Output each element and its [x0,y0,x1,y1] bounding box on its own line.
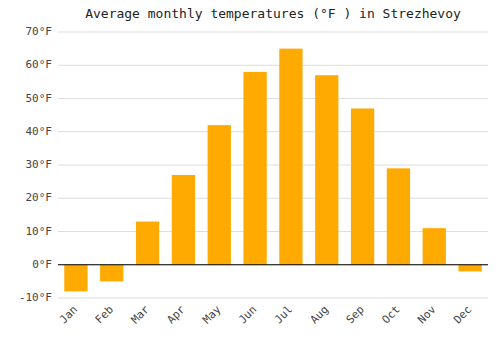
grid-line [58,131,488,132]
bar [458,265,481,272]
y-tick-label: -10°F [19,291,52,304]
bar [136,222,159,265]
bar [100,265,123,282]
bars [64,49,481,292]
x-tick-label: Jul [272,303,295,326]
x-tick-label: Jan [57,303,80,326]
bar [279,49,302,265]
chart-container: Average monthly temperatures (°F ) in St… [0,0,500,350]
grid-line [58,264,488,265]
y-tick-label: 70°F [26,25,53,38]
y-tick-label: 10°F [26,225,53,238]
grid-line [58,98,488,99]
grid-line [58,65,488,66]
x-tick-label: Mar [129,303,153,327]
bar [64,265,87,292]
x-tick-label: Feb [93,303,116,326]
title: Average monthly temperatures (°F ) in St… [85,6,461,21]
bar [315,75,338,265]
bar [387,168,410,264]
x-tick-label: Apr [164,303,188,327]
grid [58,32,488,298]
bar [243,72,266,265]
x-tick-label: Dec [451,303,474,326]
bar [208,125,231,265]
y-tick-label: 40°F [26,125,53,138]
x-tick-label: Nov [415,303,439,327]
x-tick-label: Oct [379,303,402,326]
bar [172,175,195,265]
y-tick-label: 30°F [26,158,53,171]
x-tick-label: Aug [308,303,331,326]
grid-line [58,298,488,299]
y-tick-label: 50°F [26,92,53,105]
x-tick-label: Jun [236,303,259,326]
chart: Average monthly temperatures (°F ) in St… [0,0,500,350]
bar [351,108,374,264]
grid-line [58,165,488,166]
y-tick-label: 0°F [32,258,52,271]
y-tick-label: 60°F [26,58,53,71]
baseline [58,264,488,265]
grid-line [58,32,488,33]
grid-line [58,198,488,199]
y-tick-label: 20°F [26,191,53,204]
x-tick-label: May [200,303,224,327]
x-tick-label: Sep [344,303,367,326]
bar [423,228,446,265]
